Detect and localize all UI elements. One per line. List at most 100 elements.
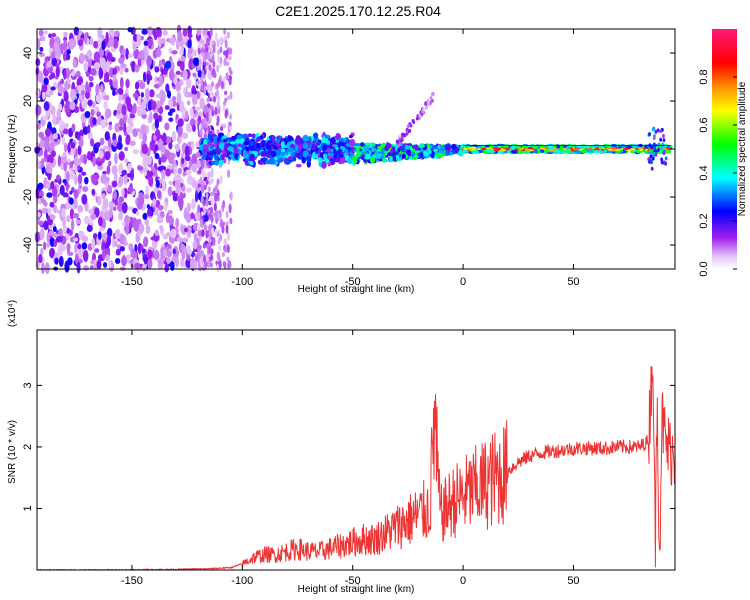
heatmap-cell [114, 258, 121, 265]
heatmap-cell [153, 211, 158, 216]
heatmap-y-tick-label: 20 [22, 95, 34, 107]
heatmap-cell [97, 231, 102, 240]
heatmap-cell [53, 40, 60, 53]
heatmap-cell [94, 248, 100, 253]
heatmap-cell [302, 134, 309, 142]
heatmap-cell [130, 248, 135, 258]
heatmap-cell [181, 132, 188, 139]
heatmap-cell [207, 133, 212, 141]
heatmap-cell [430, 150, 435, 158]
heatmap-cell [39, 140, 45, 149]
heatmap-cell [209, 146, 214, 150]
heatmap-cell [70, 88, 77, 101]
heatmap-cell [150, 236, 157, 241]
heatmap-cell [341, 156, 346, 164]
heatmap-cell [90, 108, 95, 117]
heatmap-cell [200, 229, 205, 237]
heatmap-cell [85, 55, 89, 63]
heatmap-cell [132, 43, 137, 51]
heatmap-cell [202, 199, 206, 207]
heatmap-cell [185, 212, 192, 223]
heatmap-cell [419, 152, 424, 159]
heatmap-cell [278, 157, 284, 163]
heatmap-cell [142, 167, 149, 172]
heatmap-cell [199, 218, 203, 228]
heatmap-cell [40, 196, 45, 203]
heatmap-cell [659, 137, 663, 142]
heatmap-cell [203, 87, 207, 96]
heatmap-cell [220, 80, 224, 90]
heatmap-cell [251, 133, 256, 139]
heatmap-cell [176, 236, 183, 242]
heatmap-cell [117, 87, 124, 95]
heatmap-cell [61, 207, 66, 219]
heatmap-cell [158, 75, 164, 87]
heatmap-cell [181, 157, 185, 165]
heatmap-cell [203, 104, 209, 115]
heatmap-cell [108, 121, 113, 126]
heatmap-cell [311, 143, 316, 151]
heatmap-cell [157, 204, 164, 211]
heatmap-cell [292, 156, 297, 162]
heatmap-cell [41, 207, 48, 214]
heatmap-cell [43, 149, 48, 160]
heatmap-cell [45, 165, 53, 174]
heatmap-cell [90, 213, 97, 221]
heatmap-cell [649, 154, 653, 159]
heatmap-cell [123, 122, 127, 135]
heatmap-cell [594, 149, 600, 153]
heatmap-cell [104, 131, 110, 141]
heatmap-cell [585, 145, 590, 149]
heatmap-cell [186, 245, 191, 256]
heatmap-cell [125, 254, 132, 259]
heatmap-cell [167, 210, 173, 215]
heatmap-cell [162, 132, 167, 143]
heatmap-cell [207, 185, 211, 193]
heatmap-cell [190, 140, 195, 151]
heatmap-cell [268, 148, 272, 155]
heatmap-cell [63, 161, 68, 172]
snr-frame [36, 329, 676, 571]
snr-x-tick-label: -100 [231, 575, 253, 587]
heatmap-cell [144, 218, 150, 226]
heatmap-cell [226, 244, 230, 254]
heatmap-cell [100, 119, 106, 129]
heatmap-cell [152, 198, 157, 207]
heatmap-cell [231, 135, 236, 140]
heatmap-cell [175, 143, 180, 153]
heatmap-cell [115, 248, 121, 256]
heatmap-cell [140, 101, 147, 111]
heatmap-cell [216, 263, 220, 273]
heatmap-cell [201, 52, 205, 58]
heatmap-cell [37, 182, 44, 190]
heatmap-cell [77, 165, 81, 171]
heatmap-cell [46, 60, 52, 68]
heatmap-cell [58, 255, 64, 268]
heatmap-cell [96, 259, 102, 270]
heatmap-cell [111, 180, 118, 188]
heatmap-cell [295, 163, 302, 168]
heatmap-cell [77, 144, 82, 156]
heatmap-cell [222, 104, 226, 112]
heatmap-cell [214, 184, 218, 192]
heatmap-cell [167, 111, 172, 116]
heatmap-cell [219, 218, 223, 229]
heatmap-cell [152, 29, 156, 36]
heatmap-cell [211, 211, 215, 217]
heatmap-cell [50, 248, 55, 257]
colorbar-gradient [712, 29, 737, 269]
heatmap-cell [76, 261, 81, 274]
heatmap-cell [70, 219, 75, 231]
heatmap-cell [60, 43, 64, 55]
heatmap-cell [193, 57, 200, 67]
heatmap-cell [156, 215, 163, 223]
snr-y-axis-label: SNR (10 * v/v) [7, 420, 18, 484]
heatmap-cell [201, 169, 205, 179]
heatmap-cell [194, 190, 199, 203]
heatmap-cell [160, 145, 166, 153]
heatmap-cell [228, 203, 232, 214]
heatmap-cell [365, 153, 371, 160]
heatmap-cell [157, 114, 162, 122]
heatmap-cell [463, 147, 468, 151]
heatmap-cell [113, 67, 118, 75]
